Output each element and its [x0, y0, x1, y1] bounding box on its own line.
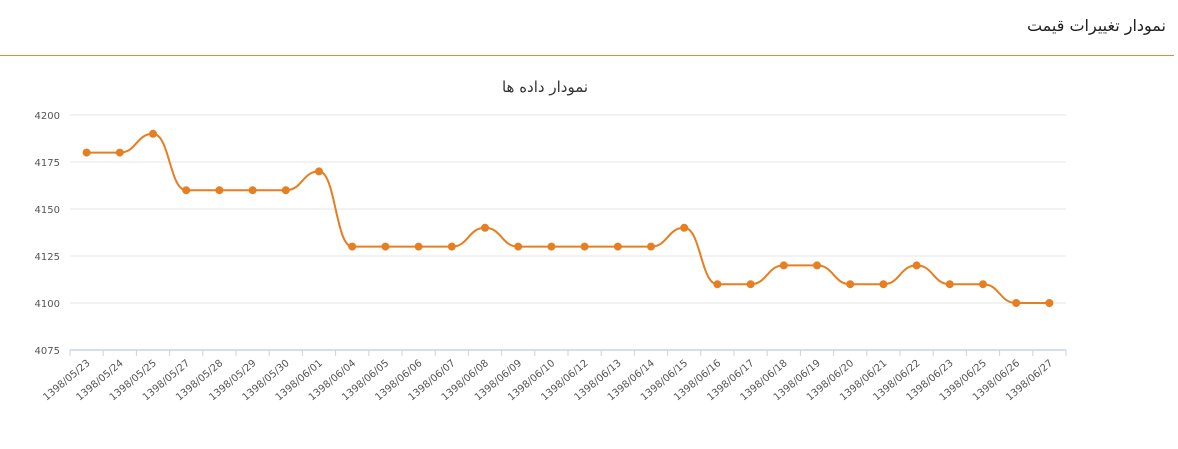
- data-point[interactable]: [182, 186, 191, 195]
- data-point[interactable]: [481, 223, 489, 232]
- data-point[interactable]: [547, 242, 556, 251]
- data-point[interactable]: [979, 280, 987, 289]
- data-point[interactable]: [1045, 299, 1054, 307]
- data-point[interactable]: [613, 242, 622, 251]
- data-point[interactable]: [580, 242, 589, 251]
- data-point[interactable]: [945, 280, 954, 289]
- data-point[interactable]: [248, 186, 257, 195]
- series-line: [86, 132, 1050, 304]
- y-axis: 4075 4100 4125 4150 4175 4200: [35, 111, 60, 357]
- data-point[interactable]: [912, 261, 921, 270]
- data-point[interactable]: [149, 129, 157, 138]
- data-point[interactable]: [846, 280, 855, 289]
- data-point[interactable]: [680, 223, 689, 232]
- data-point[interactable]: [348, 242, 357, 251]
- data-point[interactable]: [115, 148, 124, 157]
- chart-title: نمودار داده ها: [502, 78, 588, 96]
- data-point[interactable]: [215, 186, 224, 195]
- x-axis: 1398/05/231398/05/241398/05/251398/05/27…: [41, 349, 1067, 403]
- y-tick-label: 4100: [35, 299, 60, 310]
- data-point[interactable]: [82, 148, 91, 157]
- grid-lines: [70, 114, 1066, 304]
- y-tick-label: 4200: [35, 111, 60, 122]
- data-point[interactable]: [746, 280, 755, 289]
- data-point[interactable]: [813, 261, 821, 270]
- data-points: [82, 129, 1054, 307]
- data-point[interactable]: [281, 186, 290, 195]
- price-chart: نمودار داده ها 407541004125415041754200 …: [35, 78, 1067, 403]
- data-point[interactable]: [381, 242, 390, 251]
- y-tick-label: 4175: [35, 158, 60, 169]
- data-point[interactable]: [1012, 299, 1021, 307]
- page-header: نمودار تغییرات قیمت: [0, 0, 1174, 56]
- page-title: نمودار تغییرات قیمت: [1026, 16, 1166, 35]
- data-point[interactable]: [779, 261, 788, 270]
- data-point[interactable]: [879, 280, 888, 289]
- data-point[interactable]: [514, 242, 523, 251]
- data-point[interactable]: [713, 280, 722, 289]
- y-tick-label: 4125: [35, 252, 60, 263]
- data-point[interactable]: [647, 242, 655, 251]
- data-point[interactable]: [414, 242, 423, 251]
- data-point[interactable]: [447, 242, 456, 251]
- y-tick-label: 4075: [35, 346, 60, 357]
- data-point[interactable]: [315, 167, 323, 176]
- y-tick-label: 4150: [35, 205, 60, 216]
